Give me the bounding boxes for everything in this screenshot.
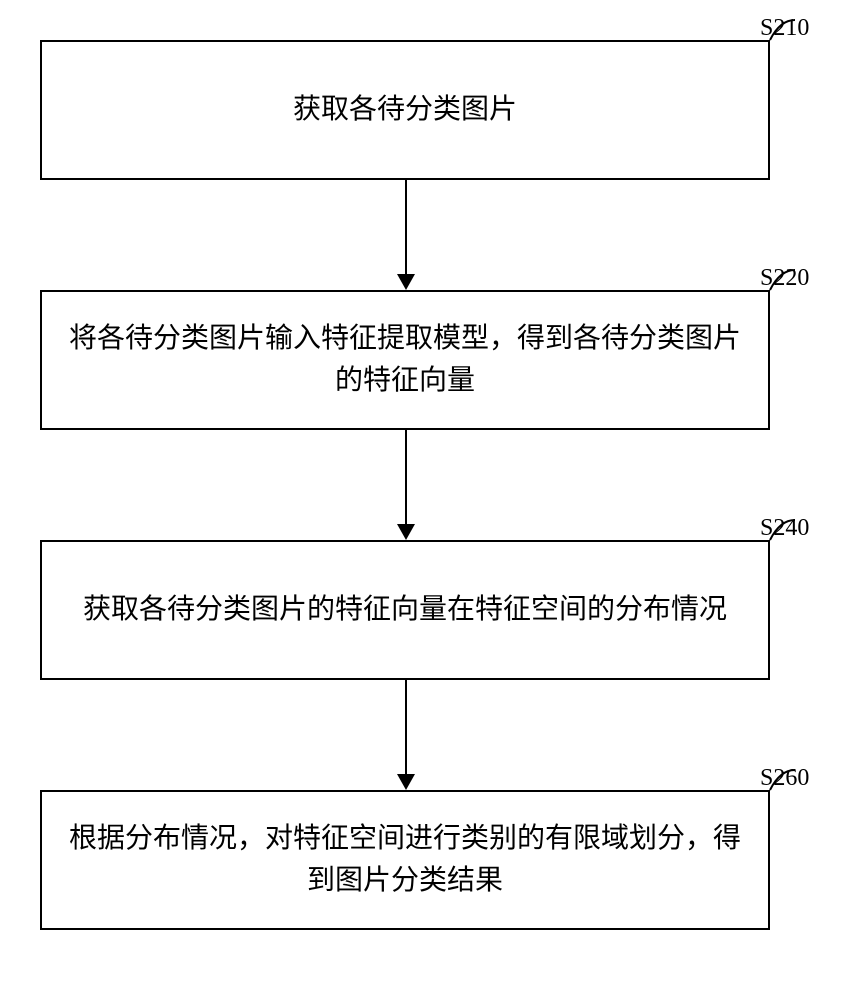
flow-node-n4: 根据分布情况，对特征空间进行类别的有限域划分，得到图片分类结果 [40, 790, 770, 930]
arrow-head-2 [397, 774, 415, 790]
step-label-S220: S220 [760, 265, 809, 292]
step-label-S260: S260 [760, 765, 809, 792]
flow-node-text: 将各待分类图片输入特征提取模型，得到各待分类图片的特征向量 [58, 318, 752, 402]
flow-node-text: 根据分布情况，对特征空间进行类别的有限域划分，得到图片分类结果 [58, 818, 752, 902]
step-label-S240: S240 [760, 515, 809, 542]
step-label-S210: S210 [760, 15, 809, 42]
flowchart-canvas: 获取各待分类图片 S210 将各待分类图片输入特征提取模型，得到各待分类图片的特征向… [0, 0, 847, 1000]
flow-node-n3: 获取各待分类图片的特征向量在特征空间的分布情况 [40, 540, 770, 680]
arrow-line-1 [405, 430, 407, 524]
flow-node-n1: 获取各待分类图片 [40, 40, 770, 180]
flow-node-n2: 将各待分类图片输入特征提取模型，得到各待分类图片的特征向量 [40, 290, 770, 430]
arrow-head-1 [397, 524, 415, 540]
arrow-head-0 [397, 274, 415, 290]
flow-node-text: 获取各待分类图片 [293, 89, 517, 131]
flow-node-text: 获取各待分类图片的特征向量在特征空间的分布情况 [83, 589, 727, 631]
arrow-line-2 [405, 680, 407, 774]
arrow-line-0 [405, 180, 407, 274]
